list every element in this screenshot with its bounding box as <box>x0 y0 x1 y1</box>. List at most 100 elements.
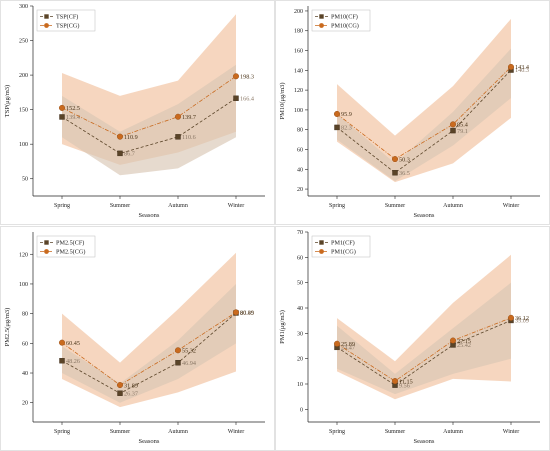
y-tick-label: 20 <box>297 187 303 193</box>
data-label-cf: 79.1 <box>457 128 468 135</box>
x-axis-label: Seasons <box>414 438 435 445</box>
x-tick-label: Summer <box>385 203 405 209</box>
x-tick-label: Autumn <box>168 429 188 435</box>
data-point-cg <box>450 338 456 344</box>
legend-marker-cg <box>319 23 324 28</box>
chart-panel-pm25: 20 40 60 80 100 120 Spring Summer Autumn Winter Se… <box>0 226 275 451</box>
x-tick-label: Autumn <box>168 203 188 209</box>
x-tick-label: Spring <box>329 429 345 435</box>
data-label-cf: 139.4 <box>66 114 80 121</box>
data-point-cg <box>334 111 340 117</box>
y-axis-label: PM2.5(μg/m3) <box>4 308 11 347</box>
data-point-cf <box>60 358 65 363</box>
legend-marker-cf <box>319 240 323 244</box>
legend-marker-cf <box>44 14 48 18</box>
data-point-cg <box>59 105 65 111</box>
data-label-cg: 36.12 <box>515 315 529 322</box>
data-label-cf: 166.4 <box>240 96 254 103</box>
data-point-cg <box>117 134 123 140</box>
y-axis-label: PM10(μg/m3) <box>279 82 286 119</box>
y-tick-label: 20 <box>22 401 28 407</box>
y-tick-label: 40 <box>297 306 303 312</box>
y-tick-label: 30 <box>297 331 303 337</box>
data-point-cg <box>175 114 181 120</box>
data-label-cg: 95.9 <box>341 111 352 118</box>
data-point-cg <box>59 340 65 346</box>
data-label-cf: 48.26 <box>66 358 80 365</box>
data-point-cf <box>118 391 123 396</box>
data-label-cg: 110.9 <box>124 134 138 141</box>
legend-label-cg: PM1(CG) <box>331 249 356 256</box>
data-point-cf <box>60 114 65 119</box>
x-axis-label: Seasons <box>139 212 160 219</box>
y-tick-label: 70 <box>297 230 303 236</box>
pm1-chart-svg: 010203040506070Spring Summer Autumn WinterS… <box>275 226 550 451</box>
x-tick-label: Spring <box>54 429 70 435</box>
pm25-chart-svg: 20406080100120Spring Summer Autumn WinterSe… <box>0 226 275 451</box>
chart-panel-pm10: 20 40 60 80 100 120 140 160 180 200 Spring Summer Au… <box>275 0 550 225</box>
data-label-cg: 198.3 <box>240 73 254 80</box>
data-point-cf <box>176 134 181 139</box>
legend-marker-cg <box>319 249 324 254</box>
legend-label-cf: PM1(CF) <box>331 240 355 247</box>
pm10-chart-svg: 20 40 60 80 100 120 140 160 180 200 Spring Summer Au… <box>275 0 550 225</box>
chart-panel-pm1: 0 10 20 30 40 50 60 70 Spring Summer Autumn Winter S… <box>275 226 550 451</box>
x-tick-label: Winter <box>228 203 244 209</box>
y-tick-label: 300 <box>19 4 28 10</box>
data-label-cg: 60.45 <box>66 340 80 347</box>
y-tick-label: 120 <box>294 88 303 94</box>
legend-marker-cf <box>44 240 48 244</box>
legend-label-cg: PM2.5(CG) <box>56 249 85 256</box>
data-label-cf: 82.3 <box>341 125 352 132</box>
y-tick-label: 160 <box>294 49 303 55</box>
y-tick-label: 200 <box>19 73 28 79</box>
y-tick-label: 10 <box>297 382 303 388</box>
data-label-cg: 55.32 <box>182 347 196 354</box>
x-tick-label: Spring <box>329 203 345 209</box>
y-tick-label: 60 <box>22 341 28 347</box>
data-label-cg: 80.89 <box>240 310 254 317</box>
legend: PM1(CF) PM1(CG) <box>312 236 370 257</box>
x-tick-label: Autumn <box>443 203 463 209</box>
data-point-cg <box>450 122 456 128</box>
data-label-cg: 25.89 <box>341 341 355 348</box>
data-label-cg: 143.4 <box>515 64 529 71</box>
legend-label-cf: PM2.5(CF) <box>56 240 84 247</box>
y-tick-label: 120 <box>19 252 28 258</box>
x-axis-label: Seasons <box>414 212 435 219</box>
legend: PM10(CF)PM10(CG) <box>312 10 370 31</box>
y-tick-label: 0 <box>300 407 303 413</box>
legend-label-cg: PM10(CG) <box>331 23 359 30</box>
y-axis-label: TSP(μg/m3) <box>4 85 11 117</box>
data-point-cf <box>451 128 456 133</box>
x-tick-label: Summer <box>110 203 130 209</box>
legend-marker-cg <box>44 23 49 28</box>
y-tick-label: 50 <box>22 177 28 183</box>
data-label-cg: 31.89 <box>124 382 138 389</box>
y-tick-label: 150 <box>19 108 28 114</box>
y-axis-label: PM1(μg/m3) <box>279 310 286 344</box>
data-label-cf: 46.94 <box>182 360 196 367</box>
legend: TSP(CF) TSP(CG) <box>37 10 95 31</box>
data-point-cg <box>175 347 181 353</box>
y-tick-label: 60 <box>297 147 303 153</box>
tsp-chart-svg: 50100150200250300Spring Summer Autumn Winte… <box>0 0 275 225</box>
legend-marker-cf <box>319 14 323 18</box>
y-tick-label: 60 <box>297 255 303 261</box>
legend: PM2.5(CF) PM2.5(CG) <box>37 236 95 257</box>
data-label-cf: 86.7 <box>124 151 135 158</box>
data-point-cf <box>176 360 181 365</box>
x-tick-label: Spring <box>54 203 70 209</box>
y-tick-label: 50 <box>297 281 303 287</box>
y-tick-label: 200 <box>294 9 303 15</box>
data-point-cg <box>392 156 398 162</box>
chart-panel-tsp: 50 100 150 200 250 300 Spring Summer Autumn Winte… <box>0 0 275 225</box>
data-label-cf: 26.37 <box>124 390 138 397</box>
data-point-cg <box>392 378 398 384</box>
data-label-cg: 50.3 <box>399 156 410 163</box>
y-tick-label: 100 <box>294 108 303 114</box>
y-tick-label: 100 <box>19 282 28 288</box>
data-point-cf <box>393 170 398 175</box>
y-tick-label: 100 <box>19 142 28 148</box>
